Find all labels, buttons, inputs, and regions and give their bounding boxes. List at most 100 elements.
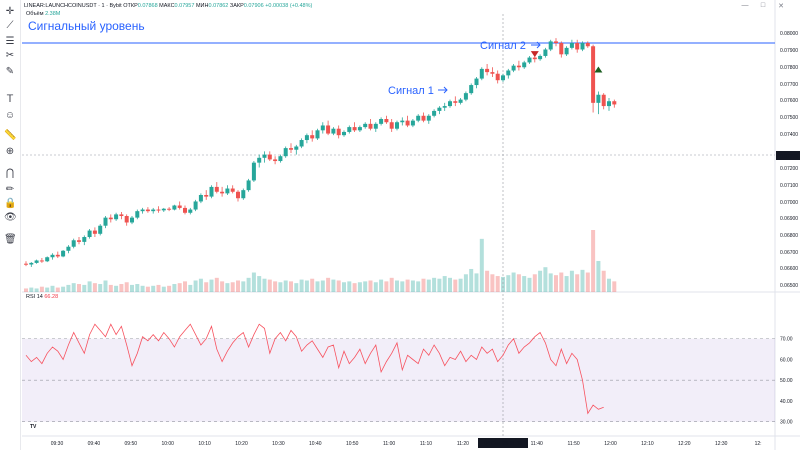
volume-bar bbox=[580, 269, 585, 292]
volume-bar bbox=[575, 274, 580, 292]
volume-bar bbox=[501, 276, 505, 292]
candle-body bbox=[548, 41, 553, 50]
magnet-icon[interactable]: ⋂ bbox=[5, 168, 15, 179]
pattern-icon[interactable]: ✂ bbox=[5, 50, 15, 61]
volume-bar bbox=[220, 281, 225, 292]
volume-bar bbox=[262, 278, 267, 292]
candle-body bbox=[39, 260, 44, 262]
symbol-title[interactable]: LINEAR:LAUNCHCOINUSDT · 1 · Bybit bbox=[24, 3, 122, 9]
time-tick-label: 10:40 bbox=[309, 441, 322, 447]
price-tick-label: 0.07800 bbox=[780, 65, 798, 71]
brush-icon[interactable]: ✎ bbox=[5, 66, 15, 77]
candle-body bbox=[304, 135, 309, 141]
volume-bar bbox=[426, 279, 431, 292]
volume-bar bbox=[554, 275, 558, 292]
candle-body bbox=[289, 148, 293, 150]
volume-bar bbox=[421, 278, 426, 292]
volume-bar bbox=[453, 279, 458, 292]
time-tick-label: 10:30 bbox=[272, 441, 285, 447]
candle-body bbox=[119, 214, 124, 217]
candle-body bbox=[294, 146, 299, 150]
current-price-tag bbox=[776, 151, 800, 160]
volume-bar bbox=[193, 280, 198, 292]
volume-bar bbox=[267, 279, 272, 292]
candle-body bbox=[596, 94, 601, 103]
time-tick-label: 11:10 bbox=[420, 441, 432, 447]
candle-body bbox=[495, 73, 500, 81]
time-tick-label: 09:50 bbox=[125, 441, 138, 447]
open-value: 0.07868 bbox=[137, 3, 158, 9]
time-tick-label: 12:00 bbox=[604, 441, 617, 447]
buy-marker-icon bbox=[594, 66, 603, 73]
volume-bar bbox=[310, 278, 315, 292]
change-value: +0.00038 (+0.48%) bbox=[265, 3, 313, 9]
volume-bar bbox=[92, 283, 97, 292]
trash-icon[interactable]: 🗑 bbox=[4, 234, 17, 245]
volume-legend[interactable]: Объём 2.38M bbox=[26, 11, 60, 17]
emoji-icon[interactable]: ☺ bbox=[4, 110, 16, 121]
time-tick-label: 10:20 bbox=[235, 441, 248, 447]
candle-body bbox=[220, 191, 225, 194]
candle-body bbox=[50, 254, 55, 258]
volume-bar bbox=[495, 276, 500, 292]
candle-body bbox=[320, 125, 325, 131]
candle-body bbox=[485, 68, 490, 73]
trend-line-icon[interactable]: ⟋ bbox=[6, 20, 14, 31]
zoom-icon[interactable]: ⊕ bbox=[5, 146, 15, 157]
volume-bar bbox=[167, 285, 172, 292]
volume-bar bbox=[45, 287, 50, 292]
volume-bar bbox=[204, 282, 209, 292]
candle-body bbox=[559, 43, 564, 55]
rsi-tick-label: 60.00 bbox=[780, 357, 793, 363]
candle-body bbox=[331, 128, 336, 134]
lock-draw-icon[interactable]: ✏ bbox=[5, 184, 15, 195]
candle-body bbox=[241, 190, 246, 199]
ruler-icon[interactable]: 📏 bbox=[4, 130, 17, 141]
volume-bar bbox=[373, 282, 378, 292]
candle-body bbox=[230, 188, 235, 192]
rsi-label: RSI 14 bbox=[26, 294, 43, 300]
rsi-legend[interactable]: RSI 14 66.28 bbox=[26, 294, 58, 300]
candle-body bbox=[283, 148, 288, 157]
volume-bar bbox=[278, 282, 283, 292]
candle-body bbox=[516, 65, 521, 68]
price-tick-label: 0.07700 bbox=[780, 82, 798, 88]
crosshair-icon[interactable]: ✛ bbox=[5, 6, 15, 17]
volume-bar bbox=[559, 272, 564, 292]
volume-bar bbox=[474, 273, 479, 292]
time-tick-label: 10:50 bbox=[346, 441, 359, 447]
fib-icon[interactable]: ☰ bbox=[5, 36, 15, 47]
candle-body bbox=[262, 154, 267, 158]
candle-body bbox=[426, 115, 431, 121]
volume-bar bbox=[395, 280, 399, 292]
close-icon[interactable]: ✕ bbox=[778, 3, 784, 10]
current-price-label: 0.07275 bbox=[780, 154, 798, 160]
volume-bar bbox=[511, 272, 516, 292]
volume-bar bbox=[273, 281, 278, 292]
candle-body bbox=[326, 125, 331, 134]
candle-body bbox=[379, 119, 384, 124]
eye-icon[interactable]: 👁 bbox=[4, 212, 17, 223]
price-tick-label: 0.07200 bbox=[780, 166, 798, 172]
candle-body bbox=[501, 75, 505, 81]
text-icon[interactable]: Ｔ bbox=[5, 94, 15, 105]
volume-bar bbox=[77, 284, 81, 292]
candle-body bbox=[432, 110, 437, 116]
minimize-icon[interactable]: — bbox=[741, 2, 749, 9]
candle-body bbox=[209, 186, 214, 197]
volume-bar bbox=[24, 288, 28, 292]
maximize-icon[interactable]: □ bbox=[760, 2, 766, 9]
candle-body bbox=[580, 43, 585, 50]
candle-body bbox=[490, 72, 495, 74]
candle-body bbox=[569, 43, 574, 48]
candle-body bbox=[45, 257, 50, 262]
volume-bar bbox=[241, 281, 246, 292]
volume-bar bbox=[320, 280, 325, 292]
price-tick-label: 0.06800 bbox=[780, 233, 798, 239]
volume-bar bbox=[596, 261, 601, 292]
candle-body bbox=[24, 263, 28, 265]
candle-body bbox=[363, 123, 368, 128]
lock-icon[interactable]: 🔒 bbox=[4, 198, 17, 209]
price-tick-label: 0.07000 bbox=[780, 200, 798, 206]
